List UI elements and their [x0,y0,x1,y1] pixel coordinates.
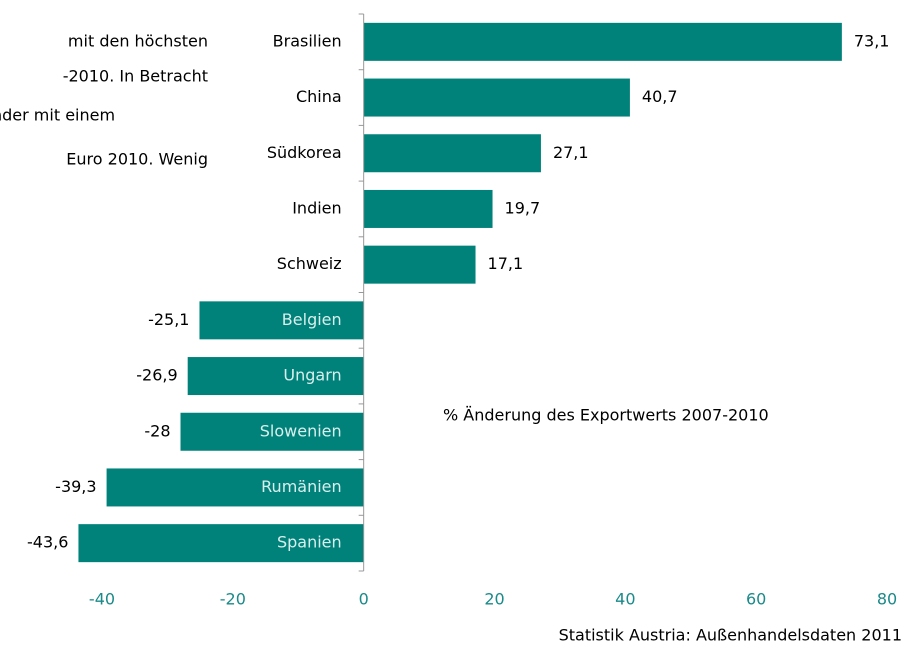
x-tick-label: 80 [877,590,897,609]
bar [187,357,364,396]
value-label: -43,6 [27,533,68,552]
bar [106,468,364,507]
x-tick-label: 40 [615,590,635,609]
x-tick-label: 60 [746,590,766,609]
category-label: Spanien [277,533,342,552]
annotation: % Änderung des Exportwerts 2007-2010 [443,406,769,425]
value-label: 27,1 [553,143,589,162]
bar [363,78,630,117]
value-label: 17,1 [488,254,524,273]
value-label: 73,1 [854,31,890,50]
bar [363,22,842,61]
bar [78,524,364,563]
category-label: Slowenien [260,421,342,440]
bar [363,189,493,228]
side-text: mit den höchsten [68,32,208,51]
side-text: -2010. In Betracht [63,67,208,86]
category-label: Indien [292,198,341,217]
bar [363,134,541,173]
bar [363,245,476,284]
value-label: -28 [144,421,170,440]
x-tick-label: -40 [89,590,115,609]
category-label: Ungarn [283,366,341,385]
x-tick-label: -20 [220,590,246,609]
value-label: -39,3 [55,477,96,496]
x-tick-label: 0 [359,590,369,609]
category-label: Brasilien [273,31,342,50]
value-label: 40,7 [642,87,678,106]
category-label: Rumänien [261,477,342,496]
value-label: -26,9 [136,366,177,385]
value-label: -25,1 [148,310,189,329]
side-text: Euro 2010. Wenig [66,150,208,169]
bar [180,412,364,451]
category-label: Schweiz [277,254,342,273]
category-label: China [296,87,342,106]
source: Statistik Austria: Außenhandelsdaten 201… [559,626,902,645]
bar [199,301,364,340]
value-label: 19,7 [505,198,541,217]
category-label: Belgien [282,310,342,329]
side-text: nder mit einem [0,106,115,125]
category-label: Südkorea [267,143,342,162]
x-tick-label: 20 [484,590,504,609]
